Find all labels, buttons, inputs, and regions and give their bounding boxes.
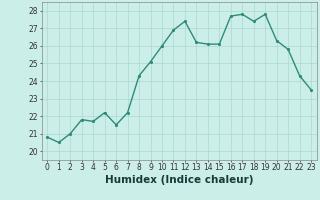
X-axis label: Humidex (Indice chaleur): Humidex (Indice chaleur) — [105, 175, 253, 185]
